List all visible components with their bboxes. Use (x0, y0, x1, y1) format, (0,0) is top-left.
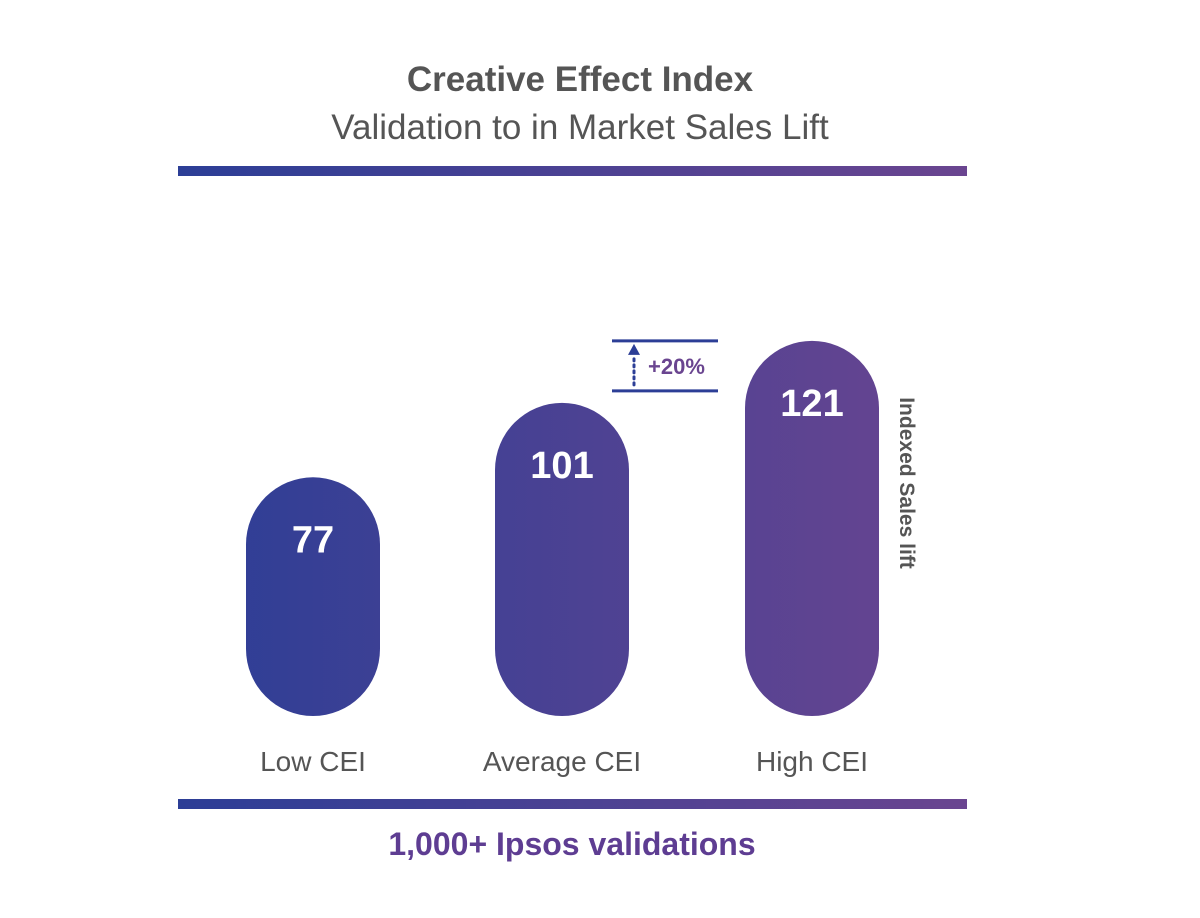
footer-caption: 1,000+ Ipsos validations (388, 826, 756, 862)
data-label: 121 (780, 383, 843, 425)
chart-subtitle: Validation to in Market Sales Lift (331, 108, 829, 147)
category-label: High CEI (756, 746, 868, 777)
annotation-label: +20% (648, 354, 705, 379)
data-label: 101 (530, 445, 593, 487)
bar-low-cei (246, 477, 380, 716)
bottom-divider (178, 799, 967, 809)
bar-average-cei (495, 402, 629, 716)
chart-title: Creative Effect Index (406, 60, 754, 99)
category-label: Low CEI (260, 746, 366, 777)
bar-high-cei (745, 340, 879, 716)
y-axis-label: Indexed Sales lift (895, 397, 918, 569)
data-label: 77 (292, 519, 334, 561)
arrow-head-icon (628, 343, 640, 355)
top-divider (178, 166, 967, 176)
category-label: Average CEI (483, 746, 641, 777)
